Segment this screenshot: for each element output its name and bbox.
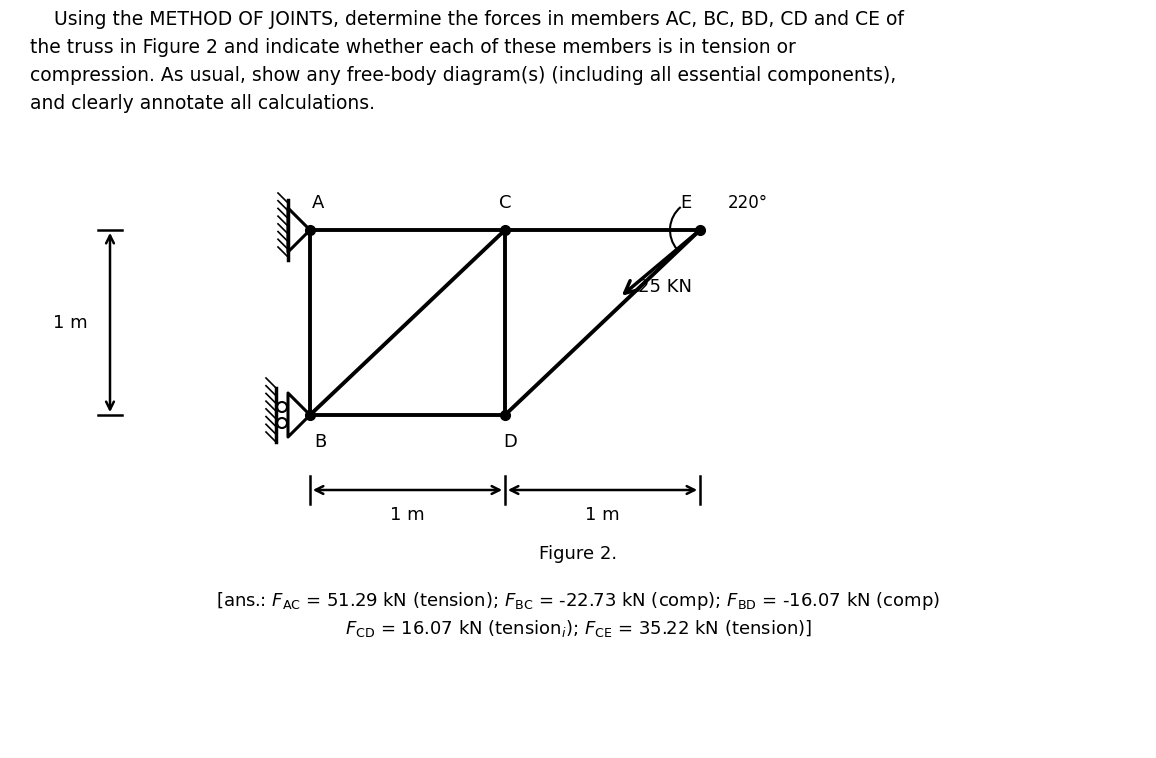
Text: D: D: [503, 433, 517, 451]
Polygon shape: [288, 208, 310, 252]
Text: C: C: [498, 194, 511, 212]
Text: 220°: 220°: [728, 194, 768, 212]
Text: A: A: [312, 194, 324, 212]
Text: $F_\mathrm{CD}$ = 16.07 kN (tension$_i$); $F_\mathrm{CE}$ = 35.22 kN (tension)]: $F_\mathrm{CD}$ = 16.07 kN (tension$_i$)…: [344, 618, 812, 639]
Text: E: E: [681, 194, 692, 212]
Text: 1 m: 1 m: [391, 506, 424, 524]
Text: Using the METHOD OF JOINTS, determine the forces in members AC, BC, BD, CD and C: Using the METHOD OF JOINTS, determine th…: [30, 10, 904, 113]
Text: B: B: [314, 433, 326, 451]
Polygon shape: [288, 393, 310, 437]
Text: [ans.: $F_\mathrm{AC}$ = 51.29 kN (tension); $F_\mathrm{BC}$ = -22.73 kN (comp);: [ans.: $F_\mathrm{AC}$ = 51.29 kN (tensi…: [216, 590, 940, 612]
Text: 25 KN: 25 KN: [638, 278, 691, 296]
Text: 1 m: 1 m: [585, 506, 620, 524]
Text: Figure 2.: Figure 2.: [539, 545, 617, 563]
Text: 1 m: 1 m: [53, 314, 88, 331]
